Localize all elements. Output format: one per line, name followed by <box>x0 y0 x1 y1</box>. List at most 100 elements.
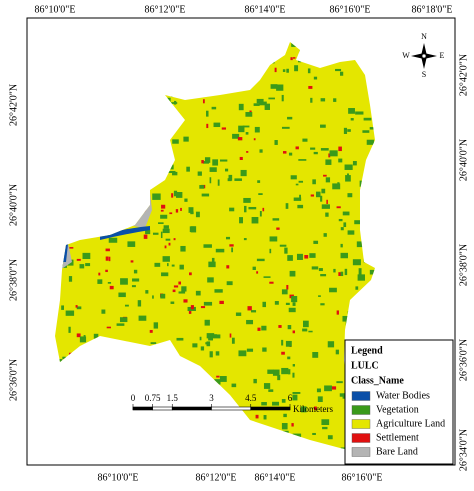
vegetation-patch <box>287 255 293 261</box>
vegetation-patch <box>285 203 289 209</box>
vegetation-patch <box>231 337 235 344</box>
vegetation-patch <box>181 286 187 292</box>
vegetation-patch <box>199 336 202 341</box>
vegetation-patch <box>253 103 260 106</box>
left-coord-label: 26°38'0"N <box>8 259 19 301</box>
vegetation-patch <box>235 312 242 316</box>
vegetation-patch <box>215 351 220 356</box>
vegetation-patch <box>246 348 254 352</box>
vegetation-patch <box>320 195 323 202</box>
vegetation-patch <box>313 151 318 155</box>
vegetation-patch <box>292 364 295 367</box>
vegetation-patch <box>347 173 349 177</box>
vegetation-patch <box>184 198 188 202</box>
settlement-patch <box>189 272 192 276</box>
vegetation-patch <box>276 84 284 91</box>
vegetation-patch <box>269 236 278 242</box>
vegetation-patch <box>85 263 91 267</box>
vegetation-patch <box>245 132 249 135</box>
top-coord-label: 86°14'0"E <box>245 4 286 15</box>
vegetation-patch <box>274 140 278 145</box>
vegetation-patch <box>285 340 292 347</box>
settlement-patch <box>143 234 148 239</box>
bottom-coord-label: 86°14'0"E <box>255 472 296 483</box>
vegetation-patch <box>231 383 237 388</box>
legend-label: Settlement <box>376 432 419 443</box>
settlement-patch <box>200 306 206 309</box>
vegetation-patch <box>209 334 217 337</box>
vegetation-patch <box>152 232 159 235</box>
top-coord-label: 86°16'0"E <box>330 4 371 15</box>
settlement-patch <box>108 256 111 262</box>
settlement-patch <box>323 174 327 177</box>
vegetation-patch <box>335 349 339 355</box>
scale-segment <box>211 406 252 411</box>
vegetation-patch <box>206 341 211 347</box>
vegetation-patch <box>355 111 364 115</box>
vegetation-patch <box>152 193 161 200</box>
vegetation-patch <box>281 399 286 403</box>
vegetation-patch <box>369 127 374 130</box>
settlement-patch <box>168 242 171 246</box>
vegetation-patch <box>277 374 281 381</box>
scale-segment <box>132 406 153 411</box>
vegetation-patch <box>62 356 66 360</box>
vegetation-patch <box>320 303 325 306</box>
vegetation-patch <box>133 269 138 274</box>
settlement-patch <box>281 351 285 355</box>
vegetation-patch <box>281 339 284 346</box>
bottom-coord-label: 86°10'0"E <box>98 472 139 483</box>
vegetation-patch <box>285 302 290 306</box>
vegetation-patch <box>160 214 168 219</box>
vegetation-patch <box>355 286 359 290</box>
vegetation-patch <box>344 268 348 276</box>
vegetation-patch <box>262 347 267 352</box>
scale-segment <box>152 406 173 411</box>
vegetation-patch <box>303 320 309 328</box>
vegetation-patch <box>209 351 213 358</box>
settlement-patch <box>274 67 277 73</box>
vegetation-patch <box>199 185 205 189</box>
vegetation-patch <box>320 124 326 128</box>
vegetation-patch <box>347 193 353 198</box>
vegetation-patch <box>288 152 293 156</box>
vegetation-patch <box>137 300 142 307</box>
settlement-patch <box>255 414 259 419</box>
vegetation-patch <box>245 112 253 117</box>
vegetation-patch <box>325 177 331 183</box>
vegetation-patch <box>152 295 154 299</box>
settlement-patch <box>229 244 234 247</box>
legend-field: Class_Name <box>351 375 404 386</box>
vegetation-patch <box>270 84 278 89</box>
vegetation-patch <box>215 248 225 253</box>
vegetation-patch <box>258 101 267 106</box>
settlement-patch <box>149 329 153 333</box>
settlement-patch <box>171 193 174 198</box>
vegetation-patch <box>343 127 348 134</box>
vegetation-patch <box>97 279 103 284</box>
right-coord-label: 26°36'0"N <box>458 339 469 381</box>
vegetation-patch <box>171 264 175 267</box>
vegetation-patch <box>172 171 178 176</box>
vegetation-patch <box>119 317 128 323</box>
vegetation-patch <box>272 401 280 406</box>
settlement-patch <box>292 330 296 334</box>
vegetation-patch <box>272 369 280 376</box>
vegetation-patch <box>183 136 189 142</box>
settlement-patch <box>226 265 230 269</box>
vegetation-patch <box>203 244 212 248</box>
vegetation-patch <box>321 419 330 426</box>
vegetation-patch <box>167 170 176 173</box>
settlement-patch <box>278 325 282 328</box>
vegetation-patch <box>337 182 340 186</box>
vegetation-patch <box>272 218 280 221</box>
settlement-patch <box>338 272 343 276</box>
vegetation-patch <box>287 325 292 330</box>
vegetation-patch <box>175 191 183 198</box>
vegetation-patch <box>154 262 161 267</box>
vegetation-patch <box>116 323 125 326</box>
vegetation-patch <box>243 197 251 203</box>
legend-swatch <box>351 433 371 443</box>
vegetation-patch <box>347 129 351 132</box>
